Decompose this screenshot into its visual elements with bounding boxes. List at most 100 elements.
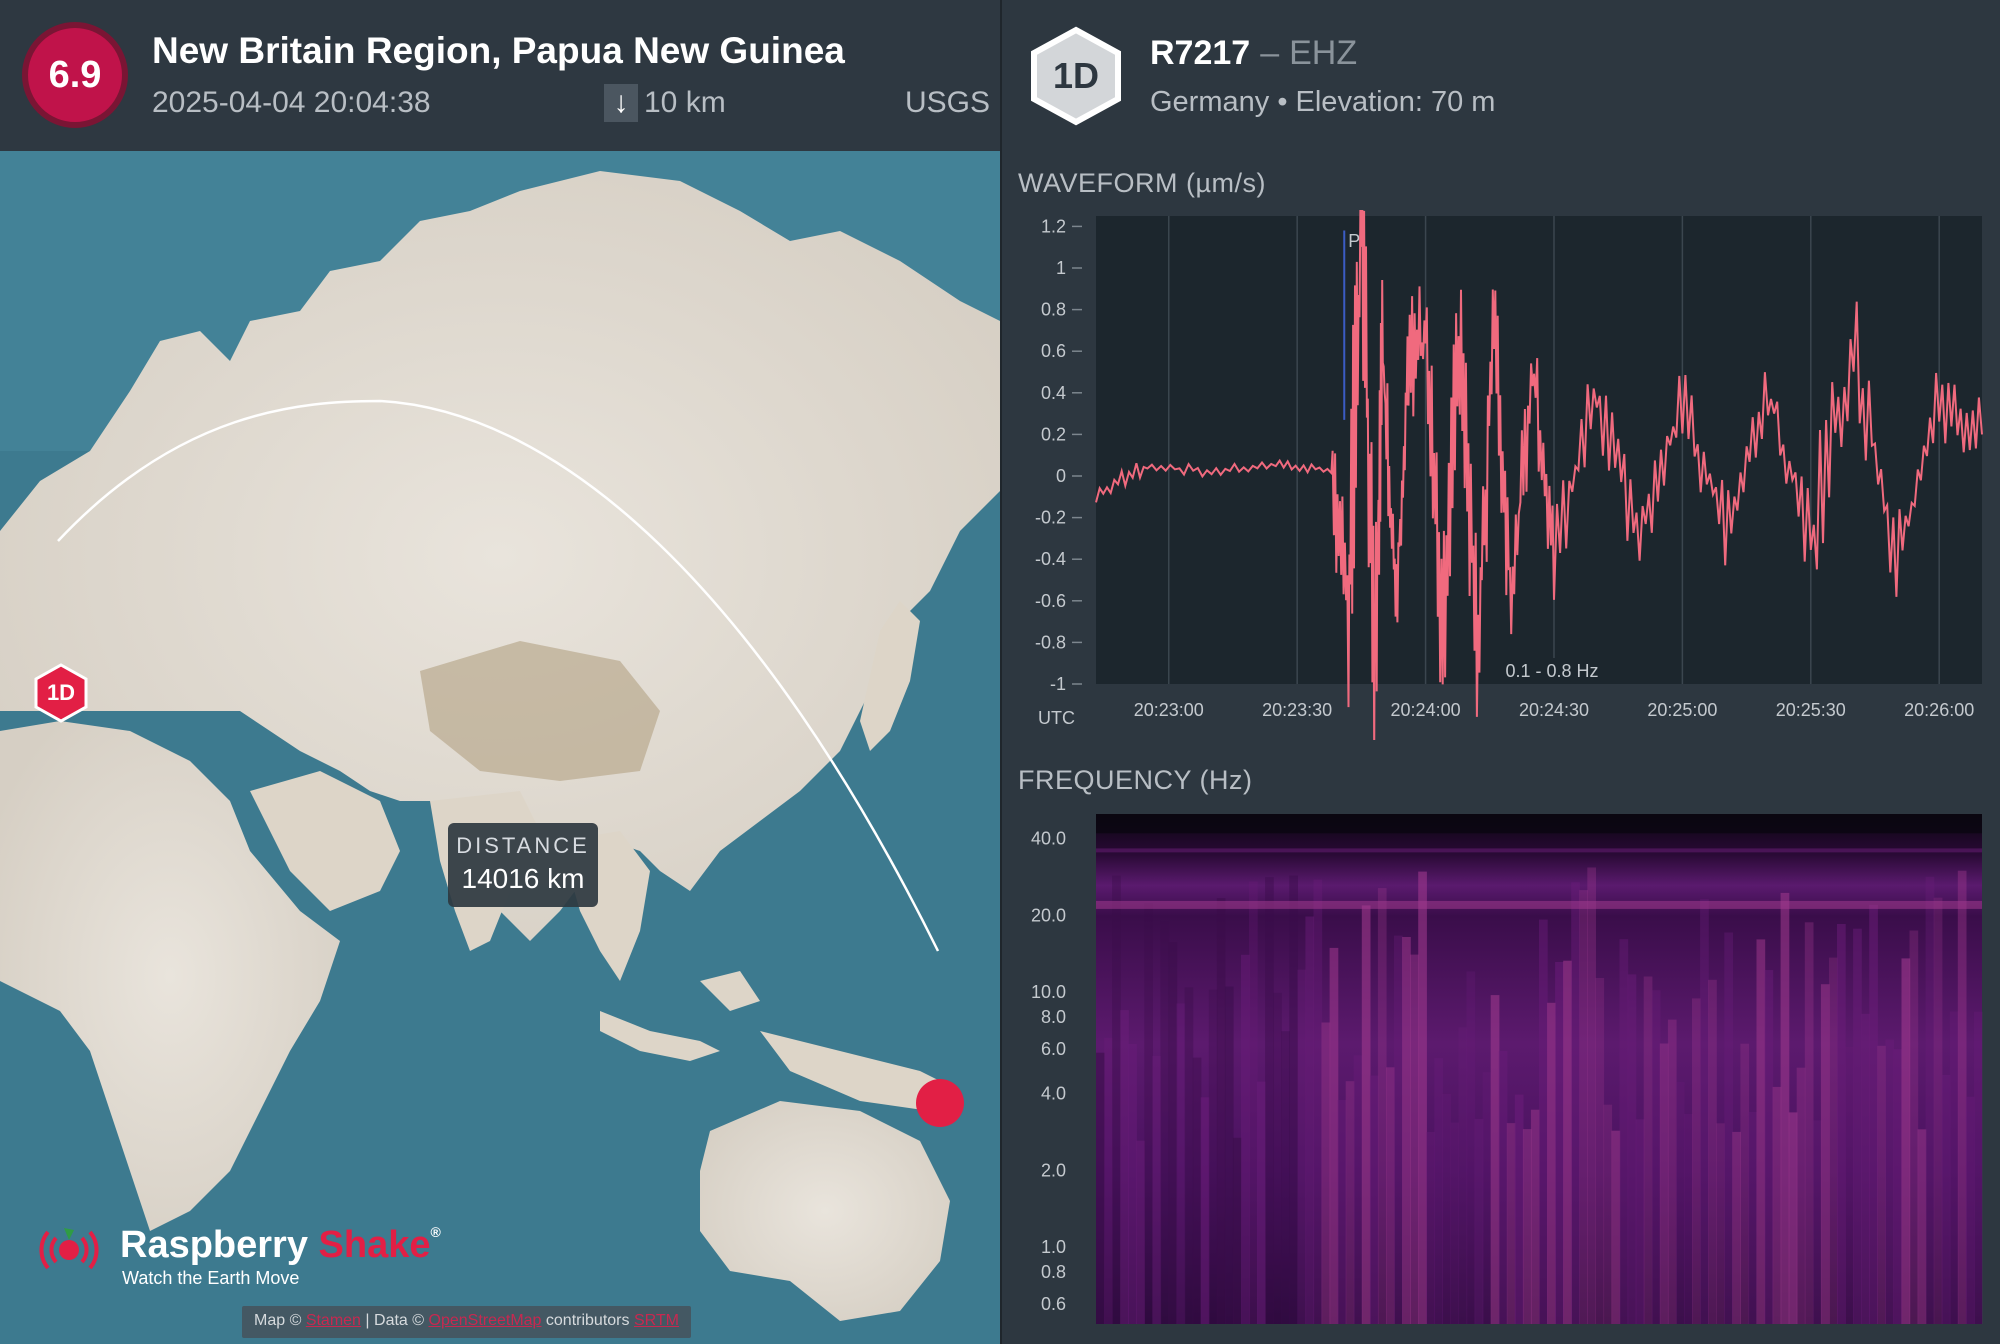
spectrogram-column [1273, 992, 1282, 1324]
magnitude-badge: 6.9 [22, 22, 128, 128]
spectrogram-column [1667, 1019, 1677, 1324]
arrow-down-icon: ↓ [604, 84, 638, 122]
waveform-chart[interactable]: 1.2 1 0.8 0.6 0.4 0.2 0 -0.2 -0.4 -0.6 -0.8 -1 20:2… [1002, 210, 2000, 740]
spectrogram-column [1885, 1039, 1894, 1324]
great-circle-path [57, 399, 940, 952]
spectrogram-column [1941, 1075, 1951, 1324]
station-panel: 1D R7217– EHZ Germany • Elevation: 70 m W… [1002, 0, 2000, 1344]
japan-islands [860, 601, 920, 751]
waveform-y-tick: -0.4 [1035, 549, 1066, 569]
spectrogram-column [1442, 1093, 1451, 1324]
spectrogram-column [1281, 1031, 1290, 1324]
spectrogram-column [1829, 957, 1838, 1324]
epicenter-marker[interactable] [916, 1079, 964, 1127]
spectrogram-column [1289, 875, 1298, 1324]
attribution-osm-link[interactable]: OpenStreetMap [428, 1312, 542, 1329]
waveform-y-tick: 0.6 [1041, 341, 1066, 361]
spectrogram-column [1192, 1057, 1202, 1324]
spectrogram-column [1200, 1097, 1210, 1324]
spectrogram-column [1394, 935, 1403, 1324]
spectrogram-area [1096, 814, 1982, 1324]
spectrogram-column [1732, 1131, 1741, 1324]
spectrogram-column [1345, 1081, 1355, 1324]
spectrogram-column [1973, 1011, 1983, 1324]
waveform-y-tick: -0.6 [1035, 591, 1066, 611]
spectrogram-y-tick: 1.0 [1041, 1237, 1066, 1257]
spectrogram-column [1788, 1112, 1798, 1324]
spectrogram-bands [1096, 814, 1983, 1324]
waveform-x-tick: 20:23:00 [1134, 700, 1204, 720]
spectrogram-column [1917, 1129, 1927, 1324]
spectrogram-y-tick: 4.0 [1041, 1084, 1066, 1104]
spectrogram-column [1224, 986, 1234, 1324]
spectrogram-chart[interactable]: 40.0 20.0 10.0 8.0 6.0 4.0 2.0 1.0 0.8 0.6 [1002, 810, 2000, 1344]
spectrogram-column [1603, 1104, 1613, 1324]
station-separator: – [1260, 34, 1280, 72]
station-marker[interactable]: 1D [36, 665, 86, 721]
spectrogram-column [1450, 1122, 1460, 1324]
africa-landmass [0, 721, 340, 1231]
spectrogram-column [1514, 1094, 1524, 1324]
waveform-y-tick: 0.2 [1041, 424, 1066, 444]
spectrogram-column [1418, 871, 1427, 1324]
waveform-y-tick: 0 [1056, 466, 1066, 486]
waveform-x-tick: 20:23:30 [1262, 700, 1332, 720]
tibet-plateau [420, 641, 660, 781]
spectrogram-y-tick: 2.0 [1041, 1160, 1066, 1180]
spectrogram-column [1949, 1011, 1959, 1324]
spectrogram-column [1547, 1002, 1556, 1324]
spectrogram-column [1096, 1052, 1105, 1324]
spectrogram-column [1265, 877, 1274, 1324]
spectrogram-column [1329, 947, 1339, 1324]
arabia-landmass [250, 771, 400, 911]
spectrogram-column [1853, 928, 1862, 1324]
spectrogram-column [1619, 939, 1629, 1324]
waveform-y-tick: -0.2 [1035, 508, 1066, 528]
spectrogram-column [1708, 979, 1717, 1324]
map-canvas [0, 151, 1000, 1344]
spectrogram-y-tick: 20.0 [1031, 905, 1066, 925]
spectrogram-column [1490, 995, 1500, 1324]
spectrogram-column [1772, 1086, 1782, 1324]
waveform-x-tick: 20:24:30 [1519, 700, 1589, 720]
spectrogram-column [1506, 1123, 1516, 1324]
spectrogram-column [1522, 1129, 1532, 1324]
map[interactable]: 1D DISTANCE 14016 km [0, 151, 1000, 1344]
brand-name-part2: Shake [318, 1224, 431, 1266]
raspberry-shake-icon [39, 1228, 99, 1270]
spectrogram-column [1700, 899, 1709, 1324]
attribution-srtm-link[interactable]: SRTM [633, 1312, 679, 1329]
spectrogram-column [1321, 1022, 1331, 1324]
spectrogram-column [1563, 960, 1572, 1324]
spectrogram-column [1555, 962, 1564, 1324]
event-source: USGS [904, 86, 990, 119]
spectrogram-y-tick: 40.0 [1031, 829, 1066, 849]
spectrogram-column [1659, 1043, 1669, 1324]
event-title: New Britain Region, Papua New Guinea [152, 30, 845, 71]
spectrogram-column [1869, 904, 1878, 1324]
spectrogram-column [1232, 1137, 1242, 1324]
spectrogram-column [1893, 1049, 1903, 1324]
spectrogram-column [1353, 1055, 1363, 1324]
spectrogram-band-20hz [1096, 900, 1982, 909]
spectrogram-column [1498, 1051, 1508, 1324]
spectrogram-column [1426, 1132, 1435, 1324]
filter-label: 0.1 - 0.8 Hz [1505, 661, 1598, 681]
station-meta: Germany • Elevation: 70 m [1150, 86, 1496, 118]
waveform-y-tick: 0.4 [1041, 383, 1066, 403]
spectrogram-column [1176, 1003, 1186, 1324]
spectrogram-column [1249, 881, 1258, 1324]
spectrogram-column [1635, 1119, 1645, 1324]
spectrogram-column [1313, 879, 1323, 1324]
distance-box: DISTANCE 14016 km [448, 823, 598, 907]
utc-label: UTC [1038, 708, 1075, 728]
attribution-stamen-link[interactable]: Stamen [305, 1312, 361, 1329]
spectrogram-y-ticks: 40.0 20.0 10.0 8.0 6.0 4.0 2.0 1.0 0.8 0.6 [1031, 829, 1066, 1314]
waveform-y-tick: 1.2 [1041, 216, 1066, 236]
spectrogram-column [1957, 870, 1967, 1324]
filter-badge: 0.1 - 0.8 Hz [1482, 658, 1622, 684]
spectrogram-column [1120, 1010, 1129, 1324]
frequency-title: FREQUENCY (Hz) [1018, 765, 1253, 795]
brand-name-part1: Raspberry [120, 1224, 308, 1266]
spectrogram-column [1587, 867, 1596, 1324]
